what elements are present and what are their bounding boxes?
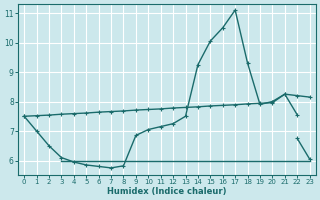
X-axis label: Humidex (Indice chaleur): Humidex (Indice chaleur) bbox=[107, 187, 227, 196]
